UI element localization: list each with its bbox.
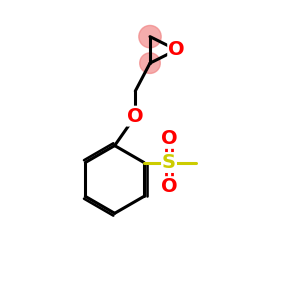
Text: O: O [127,106,144,126]
Text: S: S [162,153,176,172]
Text: O: O [168,40,185,59]
Text: O: O [161,129,177,148]
Text: O: O [161,177,177,196]
Circle shape [139,26,161,48]
Circle shape [140,53,160,74]
